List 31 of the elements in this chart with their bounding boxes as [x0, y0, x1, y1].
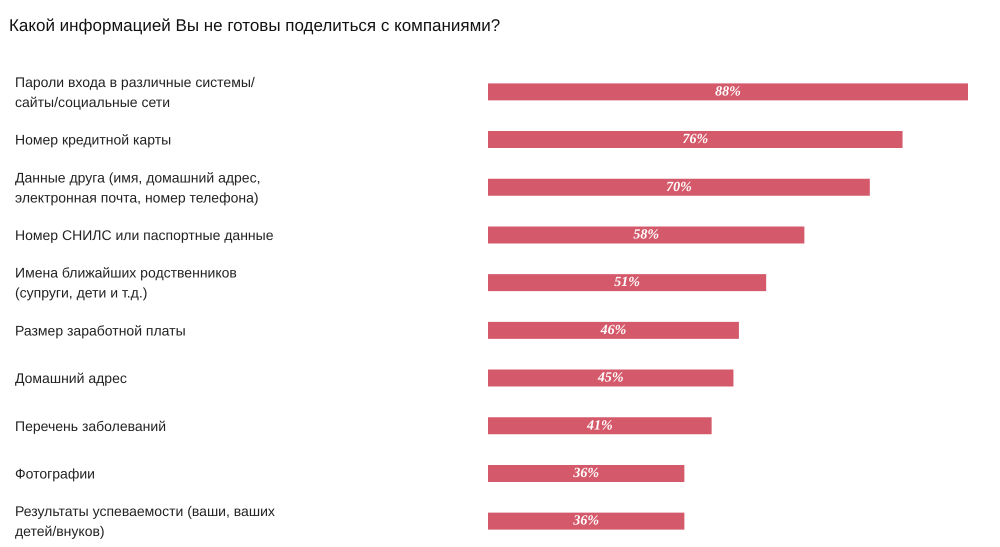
y-tick-label: Данные друга (имя, домашний адрес, электронная почта, номер телефона) [15, 169, 264, 206]
data-label: 41% [586, 418, 613, 434]
data-label: 46% [600, 322, 626, 338]
bar [488, 322, 739, 339]
y-tick-label: Размер заработной платы [15, 322, 186, 338]
bar [488, 370, 734, 387]
data-label: 45% [596, 370, 624, 386]
data-label: 88% [715, 84, 741, 100]
bar [488, 417, 712, 434]
data-label: 76% [682, 132, 708, 148]
y-tick-label: Имена ближайших родственников (супруги, дети и т.д.) [15, 264, 241, 301]
y-tick-label: Перечень заболеваний [15, 418, 166, 434]
data-label: 70% [666, 180, 692, 195]
data-label: 51% [614, 275, 640, 290]
bar [488, 274, 766, 292]
y-tick-label: Пароли входа в различные системы/сайты/социальные сети [15, 74, 255, 110]
data-label: 36% [572, 466, 600, 481]
y-tick-label: Результаты успеваемости (ваши, ваших детей/внуков) [15, 503, 279, 540]
text: Какой информацией Вы не готовы поделиться с компаниями? [9, 16, 500, 35]
bar [488, 512, 684, 530]
bar [488, 83, 968, 100]
bar [488, 178, 870, 196]
bar [488, 131, 903, 148]
y-tick-label: Домашний адрес [15, 370, 127, 386]
y-tick-label: Номер кредитной карты [15, 132, 172, 148]
bar [488, 226, 804, 244]
y-tick-label: Номер СНИЛС или паспортные данные [15, 226, 274, 243]
bar [488, 464, 684, 482]
data-label: 58% [633, 227, 660, 242]
data-label: 36% [572, 514, 600, 529]
y-tick-label: Фотографии [15, 465, 96, 482]
